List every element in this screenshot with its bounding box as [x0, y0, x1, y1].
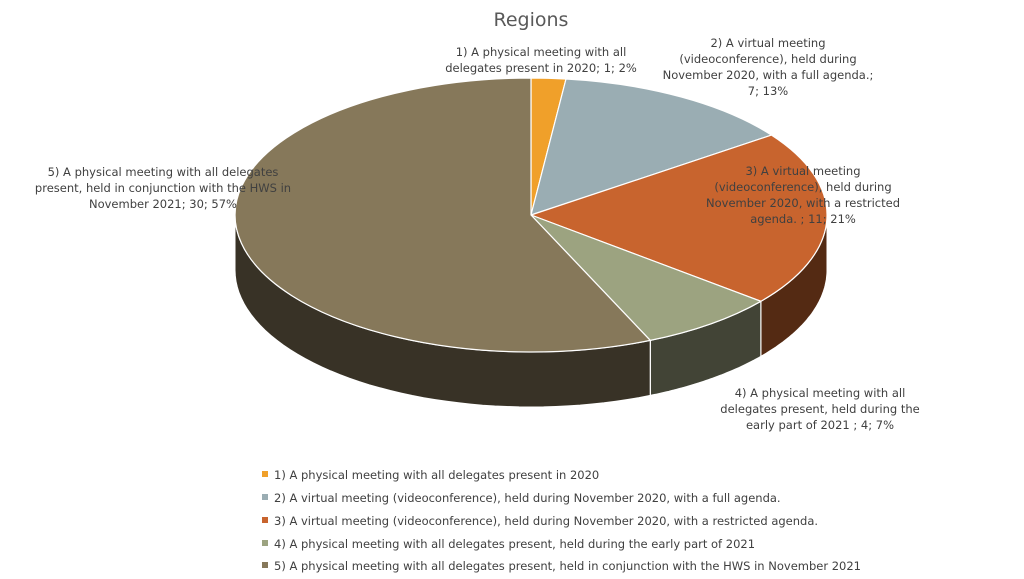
legend-swatch-4 [262, 540, 268, 546]
slice-5 [234, 77, 652, 353]
slice-labels: 1) A physical meeting with all delegates … [35, 36, 920, 432]
legend-swatch-1 [262, 471, 268, 477]
slice-label-4: 4) A physical meeting with all delegates … [720, 386, 919, 432]
slice-label-5: 5) A physical meeting with all delegates… [35, 165, 291, 211]
legend-swatch-3 [262, 517, 268, 523]
slice-3 [529, 134, 828, 302]
legend-label-4: 4) A physical meeting with all delegates… [274, 537, 755, 551]
legend-swatch-2 [262, 494, 268, 500]
slice-4 [530, 214, 763, 342]
legend-label-3: 3) A virtual meeting (videoconference), … [274, 514, 818, 528]
legend-label-2: 2) A virtual meeting (videoconference), … [274, 491, 781, 505]
chart-title: Regions [494, 9, 569, 31]
legend-label-1: 1) A physical meeting with all delegates… [274, 468, 599, 482]
legend: 1) A physical meeting with all delegates… [262, 468, 861, 573]
legend-label-5: 5) A physical meeting with all delegates… [274, 559, 861, 573]
slice-label-2: 2) A virtual meeting (videoconference), h… [663, 36, 874, 98]
slice-2 [530, 78, 773, 216]
pie-slices [234, 77, 828, 353]
slice-label-3: 3) A virtual meeting (videoconference), h… [706, 164, 900, 226]
legend-swatch-5 [262, 562, 268, 568]
slice-label-1: 1) A physical meeting with all delegates … [445, 45, 637, 75]
